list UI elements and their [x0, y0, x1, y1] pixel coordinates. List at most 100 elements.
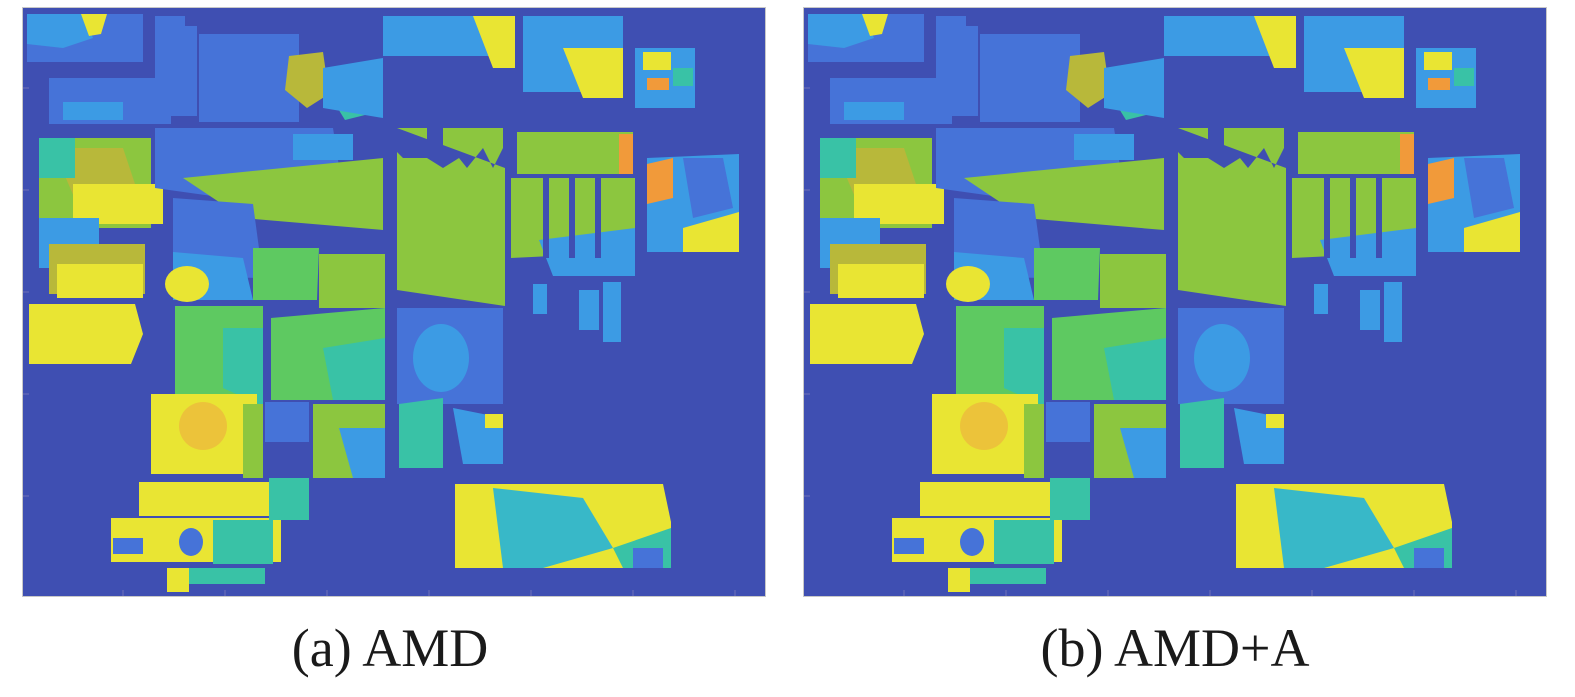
class-region-yellow: [948, 568, 970, 592]
class-region-teal: [820, 138, 856, 178]
classification-map-b: [803, 7, 1547, 597]
class-region-light-blue: [63, 102, 123, 120]
caption-a: (a) AMD: [291, 618, 489, 678]
class-region-yellow: [920, 482, 1050, 516]
class-region-yellow: [73, 184, 163, 224]
class-region-teal: [994, 520, 1054, 564]
class-region-yellow: [1254, 16, 1296, 68]
class-region-orange: [619, 134, 633, 174]
class-region-dark-blue: [1350, 178, 1356, 258]
class-region-yellow-green: [319, 254, 385, 308]
class-region-light-blue: [533, 284, 547, 314]
class-region-gold: [179, 402, 227, 450]
class-region-yellow-green: [183, 158, 383, 230]
class-region-mid-blue: [173, 26, 197, 116]
class-region-light-blue: [323, 58, 383, 118]
class-region-yellow: [473, 16, 515, 68]
class-region-light-blue: [603, 282, 621, 342]
class-region-light-blue: [1104, 58, 1164, 118]
class-region-light-blue: [1320, 228, 1416, 276]
class-region-dark-blue: [595, 178, 601, 258]
class-region-yellow-green: [1100, 254, 1166, 308]
class-region-yellow: [643, 52, 671, 70]
class-region-yellow: [683, 212, 739, 252]
class-region-green: [1034, 248, 1100, 300]
class-region-teal: [213, 520, 273, 564]
class-region-mid-blue: [1464, 158, 1514, 218]
class-region-yellow: [1266, 414, 1284, 428]
class-region-yellow: [485, 414, 503, 428]
class-region-mid-blue: [954, 26, 978, 116]
class-region-light-blue: [339, 428, 385, 478]
class-region-mid-blue: [1414, 548, 1444, 568]
class-region-yellow: [167, 568, 189, 592]
class-region-dark-blue: [427, 128, 443, 158]
class-region-mid-blue: [633, 548, 663, 568]
class-region-gold: [960, 402, 1008, 450]
class-region-teal: [1004, 328, 1044, 406]
class-region-dark-blue: [1376, 178, 1382, 258]
class-region-light-blue: [539, 228, 635, 276]
class-region-yellow: [139, 482, 269, 516]
class-region-teal: [39, 138, 75, 178]
class-region-yellow: [838, 264, 924, 298]
class-region-light-blue: [1074, 134, 1134, 160]
classification-map-image: [804, 8, 1546, 596]
class-region-yellow-green: [1298, 132, 1414, 174]
class-region-light-blue: [1360, 290, 1380, 330]
class-region-teal: [970, 568, 1046, 584]
class-region-cyan: [493, 488, 613, 568]
class-region-orange: [647, 158, 673, 204]
class-region-light-blue: [844, 102, 904, 120]
class-region-yellow-green: [1024, 404, 1044, 478]
classification-map-a: [22, 7, 766, 597]
class-region-dark-blue: [1324, 178, 1330, 258]
class-region-dark-blue: [1208, 128, 1224, 158]
class-region-yellow: [810, 304, 924, 364]
class-region-olive: [285, 52, 329, 108]
class-region-yellow: [946, 266, 990, 302]
class-region-teal: [1104, 338, 1166, 400]
caption-b: (b) AMD+A: [1040, 618, 1310, 678]
class-region-yellow: [29, 304, 143, 364]
class-region-teal: [673, 68, 693, 86]
class-region-orange: [1428, 158, 1454, 204]
class-region-green: [253, 248, 319, 300]
class-region-mid-blue: [960, 528, 984, 556]
class-region-orange: [1428, 78, 1450, 90]
class-region-yellow: [862, 14, 888, 36]
class-region-yellow-green: [1178, 128, 1286, 306]
class-region-olive: [1066, 52, 1110, 108]
class-region-dark-blue: [543, 178, 549, 258]
class-region-light-blue: [1194, 324, 1250, 392]
class-region-light-blue: [27, 14, 93, 48]
class-region-teal: [1454, 68, 1474, 86]
class-region-teal: [189, 568, 265, 584]
class-region-mid-blue: [683, 158, 733, 218]
class-region-yellow-green: [397, 128, 505, 306]
class-region-orange: [1400, 134, 1414, 174]
class-region-teal: [323, 338, 385, 400]
panel-a: (a) AMD: [22, 7, 766, 678]
class-region-mid-blue: [199, 34, 299, 122]
class-region-yellow: [81, 14, 107, 36]
class-region-teal: [269, 478, 309, 520]
class-region-mid-blue: [179, 528, 203, 556]
class-region-light-blue: [1384, 282, 1402, 342]
class-region-yellow: [57, 264, 143, 298]
class-region-light-blue: [1120, 428, 1166, 478]
class-region-mid-blue: [980, 34, 1080, 122]
class-region-yellow: [1344, 48, 1404, 98]
class-region-light-blue: [413, 324, 469, 392]
class-region-yellow: [1464, 212, 1520, 252]
class-region-orange: [647, 78, 669, 90]
class-region-yellow: [165, 266, 209, 302]
class-region-light-blue: [808, 14, 874, 48]
class-region-yellow-green: [243, 404, 263, 478]
class-region-yellow: [854, 184, 944, 224]
class-region-light-blue: [293, 134, 353, 160]
class-region-yellow: [1424, 52, 1452, 70]
classification-map-image: [23, 8, 765, 596]
class-region-teal: [1050, 478, 1090, 520]
